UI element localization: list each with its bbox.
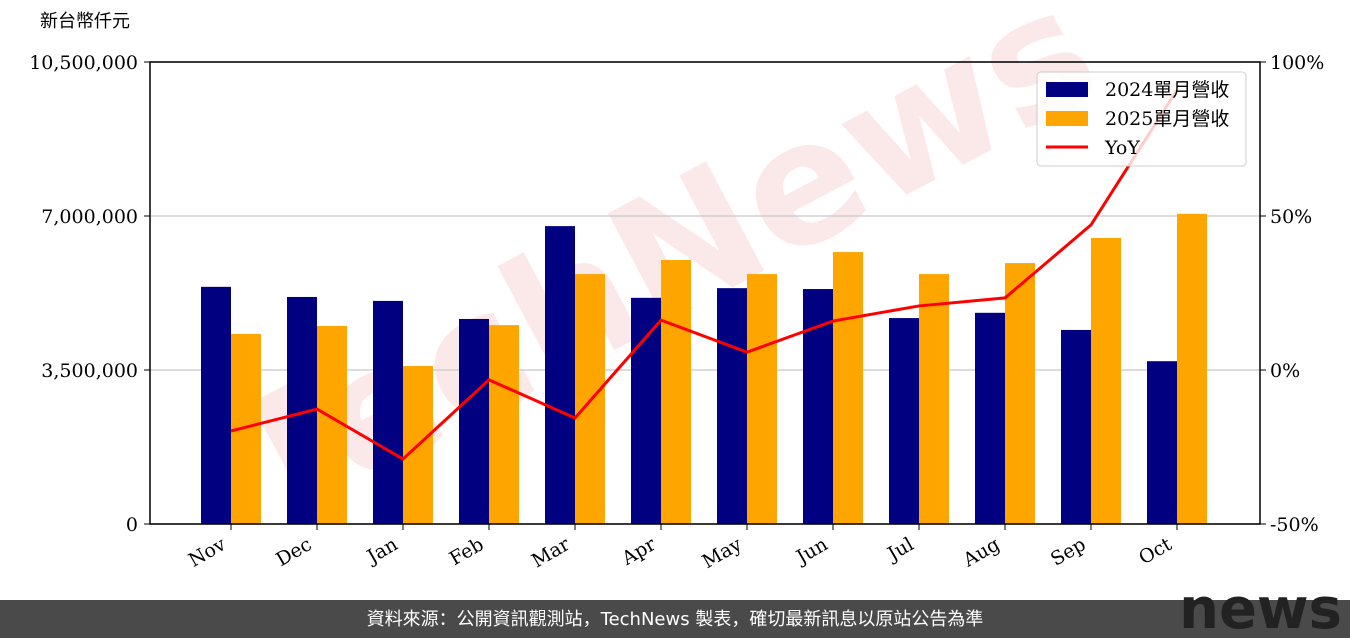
legend-label: 2025單月營收 [1105, 108, 1229, 130]
bar [1061, 329, 1091, 524]
x-tick-label: Sep [1047, 533, 1090, 570]
bar [489, 325, 519, 524]
x-tick-label: Jul [882, 533, 917, 566]
bar [833, 252, 863, 524]
bar [545, 226, 575, 524]
x-tick-label: Oct [1135, 533, 1176, 569]
y2-tick-label: 100% [1270, 52, 1324, 74]
footer-bar [0, 600, 1350, 638]
legend-swatch [1046, 82, 1088, 97]
x-tick-label: Mar [528, 533, 574, 572]
bar [631, 297, 661, 524]
bar [1177, 213, 1207, 525]
bar [1005, 263, 1035, 524]
y2-tick-label: 0% [1270, 360, 1300, 382]
y-tick-label: 3,500,000 [41, 360, 138, 382]
legend-label: 2024單月營收 [1105, 79, 1229, 101]
x-tick-label: Jun [791, 533, 832, 569]
x-tick-label: Nov [185, 533, 230, 572]
x-tick-label: May [699, 533, 746, 573]
legend-box [1036, 71, 1247, 167]
y-tick-label: 0 [126, 514, 138, 536]
y2-tick-label: -50% [1270, 514, 1319, 536]
bar [1091, 238, 1121, 524]
y-tick-label: 10,500,000 [29, 52, 138, 74]
bar [919, 274, 949, 524]
logo: news [1179, 577, 1342, 638]
bar [717, 288, 747, 524]
bar [201, 286, 231, 524]
bar [803, 289, 833, 524]
bar [1147, 361, 1177, 524]
y-tick-label: 7,000,000 [41, 206, 138, 228]
bar [747, 274, 777, 524]
bar [889, 318, 919, 524]
y-axis-label: 新台幣仟元 [40, 11, 130, 32]
y2-tick-label: 50% [1270, 206, 1312, 228]
line [230, 89, 1179, 461]
x-tick-label: Jan [362, 533, 402, 569]
x-tick-label: Aug [959, 533, 1004, 572]
x-tick-label: Feb [446, 533, 488, 570]
bar [373, 300, 403, 524]
bar [975, 312, 1005, 524]
bar [661, 260, 691, 524]
legend-swatch [1046, 111, 1088, 126]
footer-source: 資料來源：公開資訊觀測站，TechNews 製表，確切最新訊息以原站公告為準 [367, 609, 984, 630]
bar [459, 318, 489, 524]
legend-label: YoY [1104, 137, 1140, 159]
plot-frame [149, 61, 1261, 525]
x-tick-label: Apr [617, 533, 660, 570]
